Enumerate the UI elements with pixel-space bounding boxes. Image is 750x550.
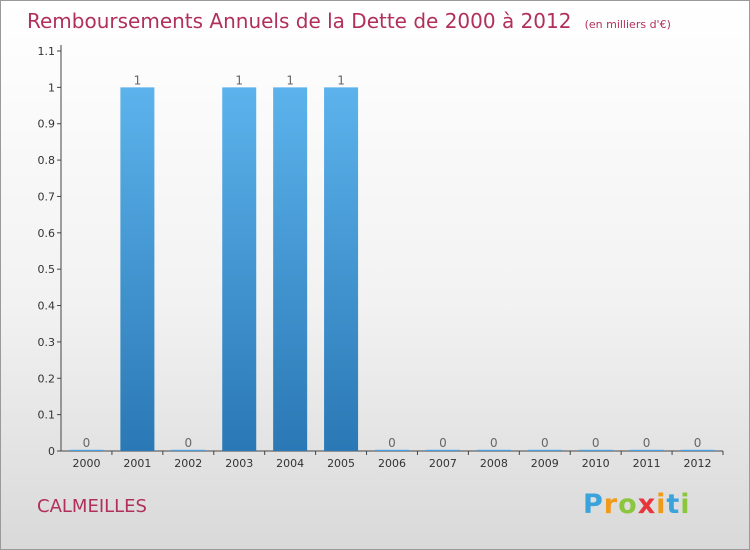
- y-tick-label: 0.8: [38, 154, 56, 167]
- bar-2012: [680, 449, 715, 451]
- logo-letter: x: [637, 489, 657, 520]
- bar-2009: [527, 449, 562, 451]
- bar-2008: [476, 449, 511, 451]
- bar-2001: [120, 87, 155, 451]
- bar-2006: [375, 449, 409, 451]
- bar-2003: [222, 87, 257, 451]
- logo-letter: i: [680, 489, 691, 520]
- value-label: 1: [134, 73, 142, 87]
- x-tick-label: 2010: [582, 457, 610, 470]
- y-tick-label: 0.3: [38, 336, 56, 349]
- bar-2000: [69, 449, 104, 451]
- y-tick-label: 0.2: [38, 372, 56, 385]
- logo-letter: t: [666, 489, 681, 520]
- x-tick-label: 2006: [378, 457, 406, 470]
- value-label: 0: [694, 436, 702, 450]
- value-label: 0: [184, 436, 192, 450]
- x-tick-label: 2012: [684, 457, 712, 470]
- x-tick-label: 2008: [480, 457, 508, 470]
- bar-2002: [171, 449, 206, 451]
- value-label: 0: [541, 436, 549, 450]
- value-label: 1: [235, 73, 243, 87]
- value-label: 0: [592, 436, 600, 450]
- y-tick-label: 0.6: [38, 227, 56, 240]
- x-tick-label: 2003: [225, 457, 253, 470]
- y-tick-label: 0: [48, 445, 55, 458]
- x-tick-label: 2002: [174, 457, 202, 470]
- x-tick-label: 2000: [72, 457, 100, 470]
- y-tick-label: 0.7: [38, 190, 56, 203]
- logo-letter: P: [583, 489, 604, 520]
- x-tick-label: 2011: [633, 457, 661, 470]
- title-line: Remboursements Annuels de la Dette de 20…: [27, 9, 671, 33]
- chart-title: Remboursements Annuels de la Dette de 20…: [27, 9, 572, 33]
- y-tick-label: 0.5: [38, 263, 56, 276]
- logo-letter: o: [618, 489, 638, 520]
- x-tick-label: 2005: [327, 457, 355, 470]
- y-tick-label: 0.1: [38, 409, 56, 422]
- y-tick-label: 1: [48, 81, 55, 94]
- value-label: 1: [286, 73, 294, 87]
- bar-2011: [629, 449, 664, 451]
- proxiti-logo: Proxiti: [583, 489, 691, 520]
- value-label: 0: [83, 436, 91, 450]
- logo-letter: i: [656, 489, 667, 520]
- y-tick-label: 0.4: [38, 300, 56, 313]
- x-tick-label: 2001: [123, 457, 151, 470]
- commune-name: CALMEILLES: [37, 496, 147, 517]
- y-tick-label: 0.9: [38, 118, 56, 131]
- bar-2004: [273, 87, 308, 451]
- value-label: 0: [643, 436, 651, 450]
- x-tick-label: 2004: [276, 457, 304, 470]
- logo-letter: r: [603, 489, 619, 520]
- y-tick-label: 1.1: [38, 45, 56, 58]
- chart-unit: (en milliers d'€): [584, 18, 671, 31]
- bar-2010: [578, 449, 613, 451]
- value-label: 0: [490, 436, 498, 450]
- x-tick-label: 2009: [531, 457, 559, 470]
- value-label: 1: [337, 73, 345, 87]
- value-label: 0: [388, 436, 396, 450]
- bar-2007: [425, 449, 460, 451]
- bar-2005: [324, 87, 359, 451]
- value-label: 0: [439, 436, 447, 450]
- x-tick-label: 2007: [429, 457, 457, 470]
